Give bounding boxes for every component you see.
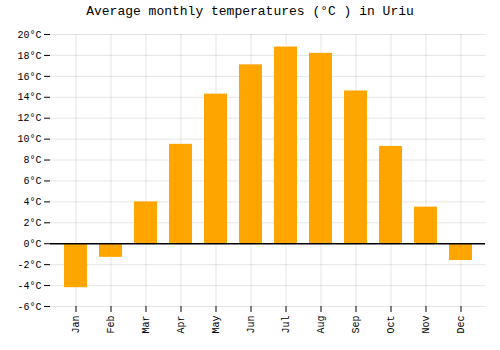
svg-text:2°C: 2°C (23, 218, 41, 229)
svg-text:18°C: 18°C (17, 51, 41, 62)
svg-text:20°C: 20°C (17, 30, 41, 41)
svg-text:Dec: Dec (456, 316, 467, 334)
svg-text:Jul: Jul (281, 316, 292, 334)
svg-text:-6°C: -6°C (17, 302, 41, 313)
svg-text:Mar: Mar (141, 316, 152, 334)
svg-text:Jun: Jun (246, 316, 257, 334)
svg-text:4°C: 4°C (23, 197, 41, 208)
svg-text:May: May (211, 316, 222, 334)
svg-text:Jan: Jan (71, 316, 82, 334)
html-text:Average monthly temperatures (: Average monthly temperatures (°C ) in Ur… (86, 4, 414, 19)
svg-text:16°C: 16°C (17, 72, 41, 83)
svg-text:Oct: Oct (386, 316, 397, 334)
svg-text:Sep: Sep (351, 316, 362, 334)
svg-text:-4°C: -4°C (17, 281, 41, 292)
svg-text:10°C: 10°C (17, 134, 41, 145)
svg-text:8°C: 8°C (23, 155, 41, 166)
svg-text:14°C: 14°C (17, 92, 41, 103)
svg-text:6°C: 6°C (23, 176, 41, 187)
svg-text:-2°C: -2°C (17, 260, 41, 271)
svg-text:Aug: Aug (316, 316, 327, 334)
svg-text:12°C: 12°C (17, 113, 41, 124)
svg-text:Nov: Nov (421, 316, 432, 334)
svg-text:Apr: Apr (176, 316, 187, 334)
svg-text:0°C: 0°C (23, 239, 41, 250)
svg-text:Feb: Feb (106, 316, 117, 334)
